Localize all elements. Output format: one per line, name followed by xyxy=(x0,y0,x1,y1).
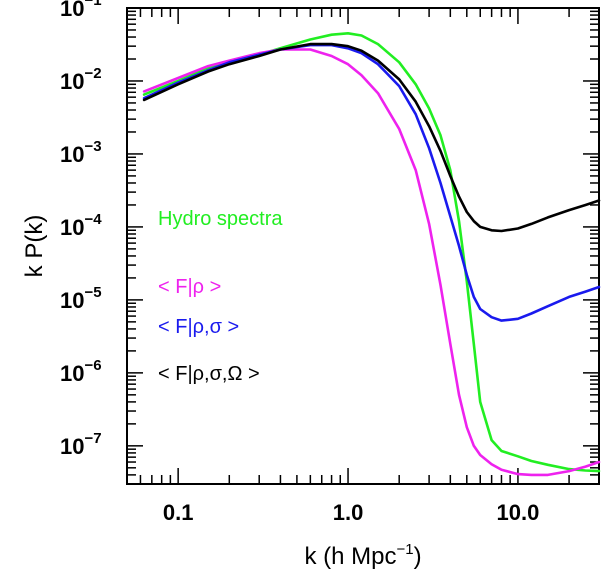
axis-ticks xyxy=(126,7,600,485)
tick-labels: 0.1 1.0 10.0 10−1 10−2 10−3 10−4 10−5 10−6 10−7 xyxy=(60,0,539,525)
y-tick-label: 10−2 xyxy=(60,65,102,94)
y-tick-label: 10−4 xyxy=(60,211,102,240)
legend: Hydro spectra < F|ρ > < F|ρ,σ > < F|ρ,σ,Ω > xyxy=(158,208,283,385)
legend-entry-1: < F|ρ > xyxy=(158,276,221,298)
y-tick-label: 10−5 xyxy=(60,284,102,313)
x-axis-title: k (h Mpc−1) xyxy=(304,541,421,570)
series-lines xyxy=(142,31,601,477)
y-axis-title: k P(k) xyxy=(21,215,48,278)
legend-entry-2: < F|ρ,σ > xyxy=(158,316,239,338)
series-line-1 xyxy=(142,48,601,477)
series-line-0 xyxy=(142,31,601,473)
y-tick-label: 10−7 xyxy=(60,430,102,459)
plot-frame xyxy=(126,7,600,485)
y-tick-label: 10−1 xyxy=(60,0,102,21)
y-tick-label: 10−6 xyxy=(60,357,102,386)
legend-entry-0: Hydro spectra xyxy=(158,208,283,230)
series-line-3 xyxy=(142,42,601,233)
x-tick-label: 10.0 xyxy=(497,500,540,525)
y-tick-label: 10−3 xyxy=(60,138,102,167)
x-tick-label: 1.0 xyxy=(333,500,364,525)
legend-entry-3: < F|ρ,σ,Ω > xyxy=(158,363,260,385)
x-tick-label: 0.1 xyxy=(163,500,194,525)
